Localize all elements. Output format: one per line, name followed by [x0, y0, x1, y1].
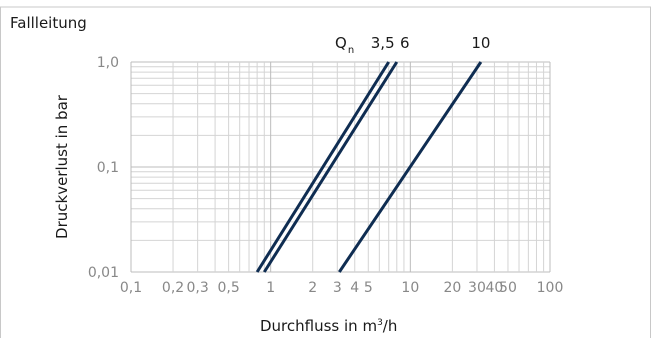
y-tick-label: 0,1 [97, 160, 119, 176]
x-tick-label: 100 [537, 280, 564, 296]
y-tick-label: 0,01 [88, 265, 119, 281]
x-tick-label: 0,3 [187, 280, 209, 296]
x-tick-label: 1 [266, 280, 275, 296]
series-line-10 [338, 61, 483, 273]
x-tick-label: 40 [486, 280, 504, 296]
x-tick-label: 0,5 [217, 280, 239, 296]
plot-lines [255, 61, 483, 273]
x-tick-label: 0,1 [120, 280, 142, 296]
y-tick-label: 1,0 [97, 55, 119, 71]
x-tick-label: 50 [499, 280, 517, 296]
x-tick-label: 30 [468, 280, 486, 296]
chart-title: Fallleitung [10, 14, 87, 32]
y-axis-label: Druckverlust in bar [53, 94, 71, 239]
x-axis-label: Durchfluss in m3/h [260, 317, 397, 335]
x-tick-label: 3 [333, 280, 342, 296]
x-tick-label: 10 [401, 280, 419, 296]
x-tick-label: 2 [308, 280, 317, 296]
grid [130, 61, 551, 273]
series-labels: Qn 3,5 6 10 [335, 34, 490, 56]
series-name-label: 10 [471, 34, 490, 52]
series-name-label: 6 [400, 34, 410, 52]
series-line-3-5 [255, 61, 390, 273]
x-tick-label: 20 [443, 280, 461, 296]
x-tick-label: 5 [364, 280, 373, 296]
series-line-6 [263, 61, 399, 273]
x-tick-label: 4 [350, 280, 359, 296]
series-name-label: 3,5 [371, 34, 395, 52]
qn-label: Qn [335, 34, 354, 56]
x-tick-label: 0,2 [162, 280, 184, 296]
